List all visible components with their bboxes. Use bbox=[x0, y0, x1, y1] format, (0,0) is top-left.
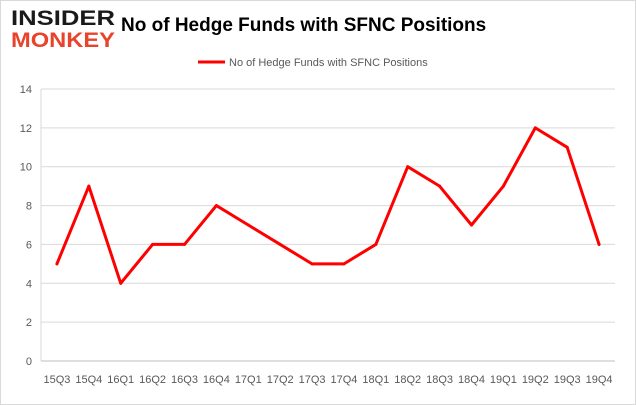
x-tick-label: 19Q2 bbox=[522, 374, 549, 386]
y-tick-label: 6 bbox=[26, 239, 32, 251]
series-points bbox=[55, 126, 601, 285]
y-axis-ticks: 0 2 4 6 8 10 12 14 bbox=[20, 84, 32, 368]
y-tick-label: 8 bbox=[26, 201, 32, 213]
legend: No of Hedge Funds with SFNC Positions bbox=[198, 57, 428, 69]
y-tick-label: 12 bbox=[20, 123, 32, 135]
grid-lines bbox=[40, 88, 615, 362]
data-point bbox=[374, 242, 378, 246]
x-tick-label: 16Q3 bbox=[171, 374, 198, 386]
data-point bbox=[533, 126, 537, 130]
data-point bbox=[87, 184, 91, 188]
data-point bbox=[501, 184, 505, 188]
x-tick-label: 15Q4 bbox=[75, 374, 102, 386]
x-axis-ticks: 15Q3 15Q4 16Q1 16Q2 16Q3 16Q4 17Q1 17Q2 17Q3 17Q4… bbox=[43, 374, 612, 386]
data-point bbox=[406, 165, 410, 169]
data-point bbox=[278, 242, 282, 246]
y-tick-label: 4 bbox=[26, 278, 32, 290]
data-point bbox=[597, 242, 601, 246]
logo-line-monkey: MONKEY bbox=[11, 29, 115, 51]
x-tick-label: 16Q4 bbox=[203, 374, 230, 386]
data-point bbox=[119, 281, 123, 285]
x-tick-label: 18Q2 bbox=[394, 374, 421, 386]
x-tick-label: 16Q1 bbox=[107, 374, 134, 386]
legend-label: No of Hedge Funds with SFNC Positions bbox=[229, 57, 428, 69]
data-point bbox=[342, 262, 346, 266]
x-tick-label: 17Q1 bbox=[235, 374, 262, 386]
x-tick-label: 19Q3 bbox=[554, 374, 581, 386]
x-tick-label: 18Q4 bbox=[458, 374, 485, 386]
data-point bbox=[438, 184, 442, 188]
series-group bbox=[55, 126, 601, 285]
data-point bbox=[246, 223, 250, 227]
x-tick-label: 17Q3 bbox=[299, 374, 326, 386]
x-tick-label: 15Q3 bbox=[43, 374, 70, 386]
chart-title: No of Hedge Funds with SFNC Positions bbox=[121, 15, 487, 36]
y-tick-label: 10 bbox=[20, 162, 32, 174]
y-tick-label: 14 bbox=[20, 84, 32, 96]
data-point bbox=[55, 262, 59, 266]
x-tick-label: 16Q2 bbox=[139, 374, 166, 386]
x-tick-label: 19Q1 bbox=[490, 374, 517, 386]
x-tick-label: 17Q2 bbox=[267, 374, 294, 386]
x-tick-label: 18Q3 bbox=[426, 374, 453, 386]
data-point bbox=[214, 204, 218, 208]
data-point bbox=[565, 145, 569, 149]
y-tick-label: 2 bbox=[26, 317, 32, 329]
data-point bbox=[183, 242, 186, 246]
data-point bbox=[151, 242, 155, 246]
insider-monkey-logo: INSIDER MONKEY bbox=[11, 7, 115, 51]
series-line-0 bbox=[55, 126, 601, 285]
x-tick-label: 18Q1 bbox=[362, 374, 389, 386]
y-tick-label: 0 bbox=[26, 356, 32, 368]
x-tick-label: 19Q4 bbox=[586, 374, 613, 386]
logo-line-insider: INSIDER bbox=[11, 7, 115, 30]
data-point bbox=[310, 262, 314, 266]
x-tick-label: 17Q4 bbox=[330, 374, 357, 386]
data-point bbox=[470, 223, 473, 227]
